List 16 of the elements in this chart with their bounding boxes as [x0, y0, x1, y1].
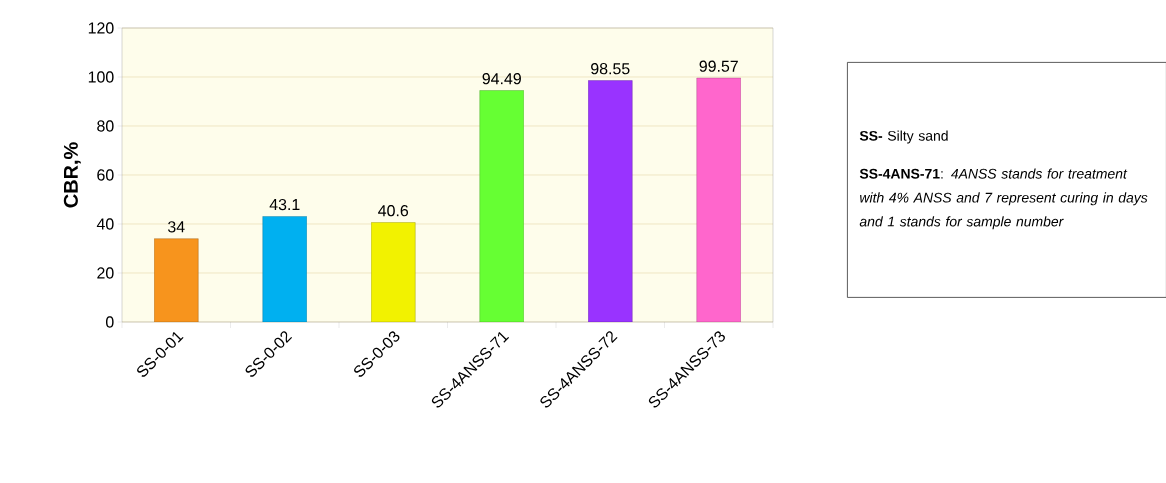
y-axis-title: CBR,%	[63, 142, 81, 208]
data-label: 40.6	[378, 205, 409, 217]
data-label: 94.49	[482, 73, 521, 85]
y-tick-label: 100	[88, 71, 114, 83]
data-label: 99.57	[699, 60, 738, 72]
y-tick-label: 80	[97, 120, 114, 132]
y-tick-label: 20	[97, 267, 114, 279]
data-label: 43.1	[269, 198, 300, 211]
y-tick-label: 60	[97, 169, 114, 181]
data-label: 98.55	[591, 63, 630, 75]
y-tick-label: 0	[105, 316, 114, 328]
y-tick-label: 40	[96, 218, 114, 230]
text: SS-4ANS-71: 4ANSS stands for treatment with 4% ANSS and 7 represent curing in days and 1 stands for sample number	[859, 168, 1148, 230]
data-label: 34	[168, 221, 185, 233]
y-tick-label: 120	[88, 22, 114, 34]
text: SS- Silty sand	[859, 130, 948, 144]
